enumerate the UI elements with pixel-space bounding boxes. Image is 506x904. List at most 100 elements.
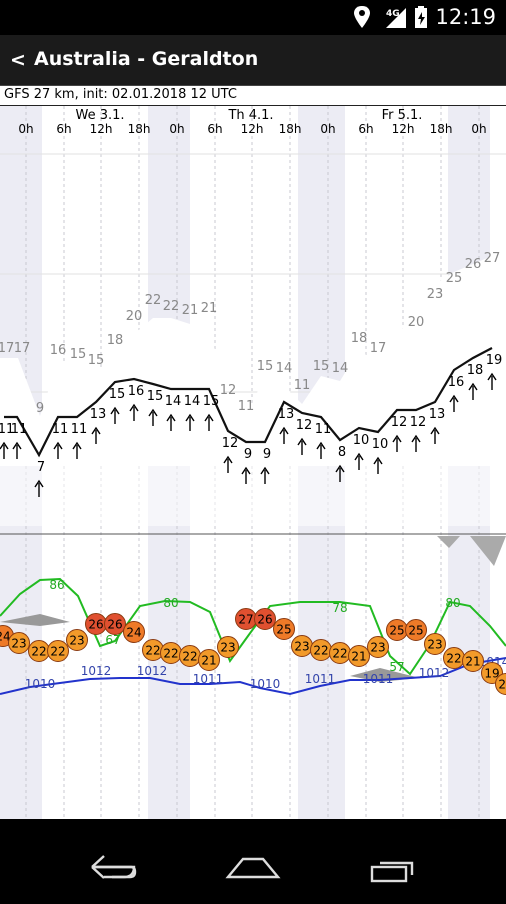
hour-label: 18h [128, 122, 151, 136]
wind-value-label: 9 [244, 447, 252, 462]
status-time: 12:19 [435, 5, 496, 29]
temperature-value-label: 26 [107, 618, 122, 632]
gust-value-label: 25 [446, 271, 463, 286]
pressure-value-label: 1011 [193, 672, 224, 686]
temperature-value-label: 24 [126, 626, 141, 640]
temperature-value-label: 25 [276, 623, 291, 637]
hour-label: 18h [279, 122, 302, 136]
gust-value-label: 17 [370, 341, 387, 356]
svg-text:4G: 4G [386, 9, 400, 19]
page-title: Australia - Geraldton [34, 48, 258, 70]
action-bar: < Australia - Geraldton [0, 35, 506, 86]
humidity-value-label: 80 [445, 596, 460, 610]
temperature-value-label: 21 [351, 650, 366, 664]
gust-value-label: 15 [313, 359, 330, 374]
wind-value-label: 18 [467, 363, 484, 378]
wind-value-label: 16 [448, 375, 465, 390]
gust-value-label: 27 [484, 251, 501, 266]
wind-value-label: 14 [184, 394, 201, 409]
temperature-value-label: 22 [313, 644, 328, 658]
temperature-value-label: 23 [294, 640, 309, 654]
wind-value-label: 10 [372, 437, 389, 452]
gust-value-label: 21 [182, 303, 199, 318]
time-axis: We 3.1. Th 4.1. Fr 5.1. 0h 6h 12h 18h 0h 6h 12h 18… [18, 108, 486, 136]
battery-icon [415, 6, 427, 28]
gust-value-label: 15 [257, 359, 274, 374]
wind-value-label: 11 [71, 422, 88, 437]
pressure-value-label: 1012 [137, 664, 168, 678]
status-bar: 4G 12:19 [0, 0, 506, 35]
wind-value-label: 12 [391, 415, 408, 430]
temperature-value-label: 25 [389, 624, 404, 638]
navigation-bar [0, 819, 506, 900]
temperature-value-label: 26 [88, 618, 103, 632]
temperature-value-label: 23 [220, 641, 235, 655]
gust-value-label: 22 [145, 293, 162, 308]
wind-value-label: 7 [37, 460, 45, 475]
temperature-value-label: 21 [465, 655, 480, 669]
gust-value-label: 15 [70, 347, 87, 362]
temperature-value-label: 23 [427, 638, 442, 652]
temperature-value-label: 22 [182, 650, 197, 664]
recents-nav-icon[interactable] [372, 863, 412, 881]
pressure-value-label: 1010 [25, 677, 56, 691]
location-icon [354, 6, 370, 28]
hour-label: 12h [392, 122, 415, 136]
hour-label: 0h [471, 122, 486, 136]
hour-label: 6h [207, 122, 222, 136]
pressure-value-label: 1011 [363, 672, 394, 686]
gust-value-label: 15 [88, 353, 105, 368]
day-label: We 3.1. [75, 108, 124, 123]
temperature-value-label: 23 [11, 637, 26, 651]
hour-label: 0h [18, 122, 33, 136]
back-nav-icon[interactable] [92, 856, 135, 878]
gust-value-label: 14 [332, 361, 349, 376]
wind-value-label: 12 [222, 436, 239, 451]
hour-label: 6h [358, 122, 373, 136]
pressure-value-label: 1012 [81, 664, 112, 678]
gust-value-label: 11 [294, 378, 311, 393]
wind-value-label: 11 [52, 422, 69, 437]
wind-value-label: 16 [128, 384, 145, 399]
gust-value-label: 16 [50, 343, 67, 358]
wind-value-label: 8 [338, 445, 346, 460]
wind-value-label: 10 [353, 433, 370, 448]
humidity-value-label: 80 [163, 596, 178, 610]
wind-value-label: 12 [296, 418, 313, 433]
home-nav-icon[interactable] [228, 859, 278, 877]
humidity-value-label: 78 [332, 601, 347, 615]
wind-value-label: 13 [429, 407, 446, 422]
gust-value-label: 14 [276, 361, 293, 376]
wind-value-label: 13 [278, 407, 295, 422]
day-label: Fr 5.1. [382, 108, 423, 123]
hour-label: 12h [241, 122, 264, 136]
hour-label: 6h [56, 122, 71, 136]
hour-label: 0h [169, 122, 184, 136]
temperature-value-label: 22 [446, 652, 461, 666]
pressure-value-label: 1012 [419, 666, 450, 680]
temperature-value-label: 22 [31, 645, 46, 659]
back-button[interactable]: < [10, 49, 26, 71]
fade [0, 446, 506, 526]
pressure-value-label: 1011 [305, 672, 336, 686]
wind-value-label: 15 [109, 387, 126, 402]
gust-value-label: 18 [107, 333, 124, 348]
wind-value-label: 15 [203, 394, 220, 409]
model-header: GFS 27 km, init: 02.01.2018 12 UTC [0, 86, 506, 106]
gust-value-label: 11 [238, 399, 255, 414]
gust-value-label: 12 [220, 383, 237, 398]
gust-value-label: 23 [427, 287, 444, 302]
gust-value-label: 17 [0, 341, 14, 356]
temperature-value-label: 21 [201, 654, 216, 668]
hour-label: 12h [90, 122, 113, 136]
wind-value-label: 19 [486, 353, 503, 368]
pressure-value-label: 1010 [250, 677, 281, 691]
gust-value-label: 20 [126, 309, 143, 324]
day-label: Th 4.1. [227, 108, 273, 123]
wind-value-label: 9 [263, 447, 271, 462]
temperature-value-label: 22 [145, 644, 160, 658]
hour-label: 0h [320, 122, 335, 136]
